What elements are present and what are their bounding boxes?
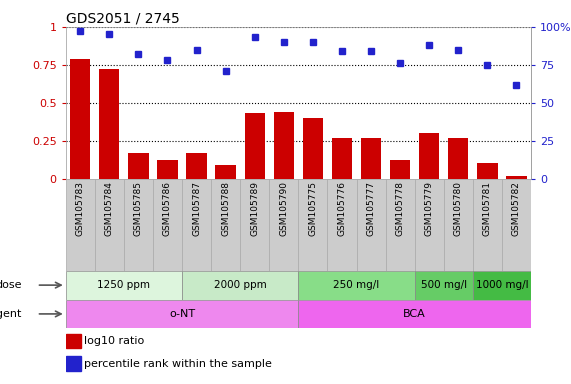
- Text: GSM105785: GSM105785: [134, 181, 143, 236]
- Text: o-NT: o-NT: [169, 309, 195, 319]
- Bar: [473, 179, 502, 271]
- Bar: [274, 112, 294, 179]
- Text: GSM105784: GSM105784: [105, 181, 114, 236]
- Bar: [70, 59, 90, 179]
- Bar: [477, 164, 497, 179]
- Text: GSM105779: GSM105779: [425, 181, 434, 236]
- Text: GSM105786: GSM105786: [163, 181, 172, 236]
- Bar: [298, 271, 415, 300]
- Text: GSM105775: GSM105775: [308, 181, 317, 236]
- Bar: [153, 179, 182, 271]
- Text: percentile rank within the sample: percentile rank within the sample: [85, 359, 272, 369]
- Bar: [419, 133, 440, 179]
- Text: GSM105778: GSM105778: [396, 181, 405, 236]
- Bar: [298, 179, 327, 271]
- Text: GSM105776: GSM105776: [337, 181, 347, 236]
- Bar: [506, 175, 526, 179]
- Bar: [157, 161, 178, 179]
- Bar: [361, 137, 381, 179]
- Bar: [502, 179, 531, 271]
- Bar: [66, 271, 182, 300]
- Text: 250 mg/l: 250 mg/l: [333, 280, 380, 290]
- Text: 500 mg/l: 500 mg/l: [421, 280, 467, 290]
- Text: GSM105783: GSM105783: [76, 181, 85, 236]
- Text: GSM105780: GSM105780: [454, 181, 463, 236]
- Text: BCA: BCA: [403, 309, 426, 319]
- Bar: [356, 179, 385, 271]
- Text: 1000 mg/l: 1000 mg/l: [476, 280, 528, 290]
- Bar: [444, 179, 473, 271]
- Text: 1250 ppm: 1250 ppm: [97, 280, 150, 290]
- Bar: [95, 179, 124, 271]
- Text: GDS2051 / 2745: GDS2051 / 2745: [66, 12, 179, 25]
- Bar: [186, 153, 207, 179]
- Bar: [240, 179, 270, 271]
- Text: dose: dose: [0, 280, 22, 290]
- Text: GSM105789: GSM105789: [250, 181, 259, 236]
- Bar: [66, 179, 95, 271]
- Text: GSM105788: GSM105788: [221, 181, 230, 236]
- Text: log10 ratio: log10 ratio: [85, 336, 144, 346]
- Text: GSM105790: GSM105790: [279, 181, 288, 236]
- Text: GSM105777: GSM105777: [367, 181, 376, 236]
- Bar: [270, 179, 298, 271]
- Bar: [415, 271, 473, 300]
- Bar: [99, 70, 119, 179]
- Bar: [473, 271, 531, 300]
- Text: GSM105781: GSM105781: [483, 181, 492, 236]
- Text: 2000 ppm: 2000 ppm: [214, 280, 267, 290]
- Bar: [415, 179, 444, 271]
- Bar: [66, 333, 81, 348]
- Bar: [390, 161, 411, 179]
- Bar: [66, 300, 298, 328]
- Bar: [332, 137, 352, 179]
- Bar: [385, 179, 415, 271]
- Bar: [327, 179, 356, 271]
- Bar: [211, 179, 240, 271]
- Bar: [244, 113, 265, 179]
- Bar: [448, 137, 468, 179]
- Bar: [66, 356, 81, 371]
- Text: GSM105787: GSM105787: [192, 181, 201, 236]
- Text: GSM105782: GSM105782: [512, 181, 521, 236]
- Bar: [182, 179, 211, 271]
- Text: agent: agent: [0, 309, 22, 319]
- Bar: [128, 153, 148, 179]
- Bar: [298, 300, 531, 328]
- Bar: [124, 179, 153, 271]
- Bar: [182, 271, 298, 300]
- Bar: [215, 165, 236, 179]
- Bar: [303, 118, 323, 179]
